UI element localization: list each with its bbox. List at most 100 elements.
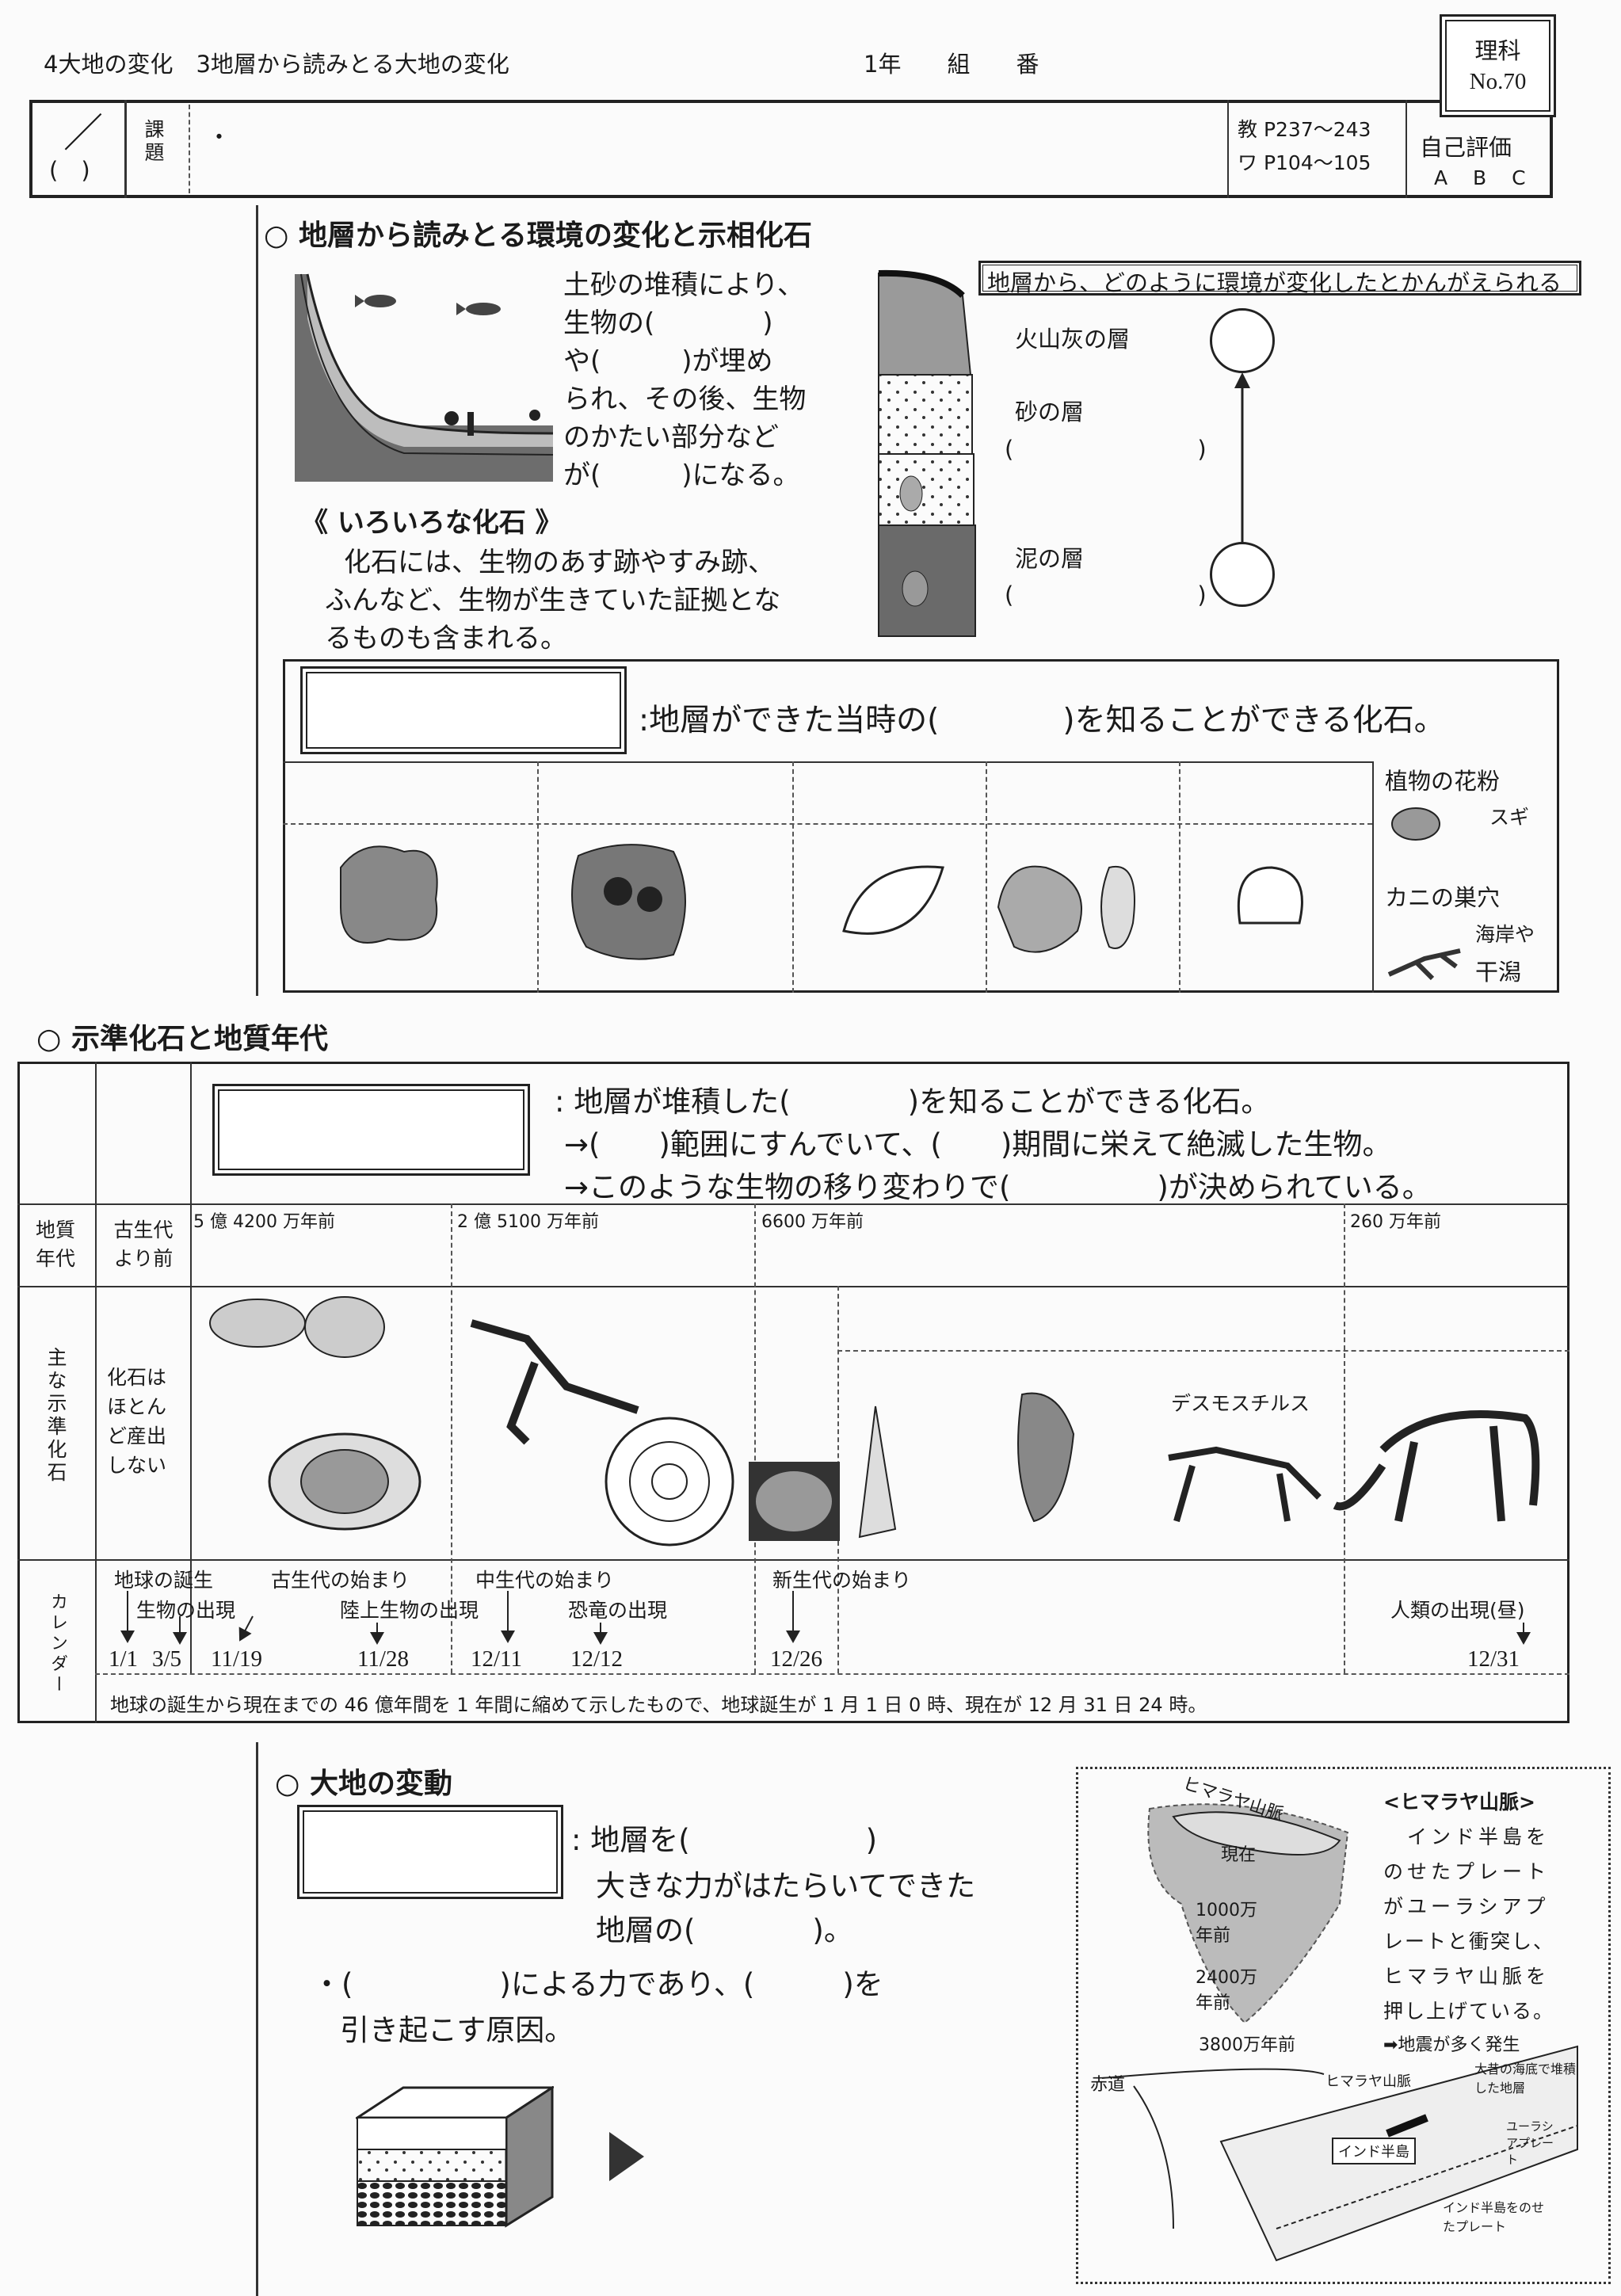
section1-heading: ○ 地層から読みとる環境の変化と示相化石 [264,219,812,252]
env-answer-circle-bottom[interactable] [1210,542,1275,607]
event-mesozoic-start: 中生代の始まり [475,1569,615,1592]
event-cenozoic-start: 新生代の始まり [772,1569,912,1592]
intro-line: られ、その後、生物 [563,383,807,415]
arrow-down-icon [120,1591,135,1643]
himalaya-panel: ヒマラヤ山脈 現在 1000万年前 2400万年前 3800万年前 赤道 ヒマラ… [1076,1767,1611,2284]
calendar-note: 地球の誕生から現在までの 46 億年間を 1 年間に縮めて示したもので、地球誕生… [110,1694,1207,1716]
crab-burrow-place: 海岸や [1475,923,1535,946]
index-fossil-answer-box[interactable] [212,1084,530,1176]
intro-line-blank[interactable]: 生物の( ) [563,307,773,339]
crab-burrow-label: カニの巣穴 [1385,884,1501,911]
oyster-fossil-icon [1100,865,1135,949]
worksheet-number: No.70 [1469,69,1527,94]
index-def-line[interactable]: →( )範囲にすんでいて、( )期間に栄えて絶滅した生物。 [564,1127,1392,1161]
fossil-pictures-row1 [340,844,686,960]
era-row-label: 地質年代 [35,1219,75,1270]
cause-line: 引き起こす原因。 [340,2013,574,2047]
self-eval-label: 自己評価 [1420,134,1512,161]
event-paleozoic-start: 古生代の始まり [271,1569,410,1592]
date-mesozoic: 12/11 [471,1646,522,1672]
fold-def-line[interactable]: : 地層を( ) [571,1823,878,1857]
desmostylus-label: デスモスチルス [1171,1392,1310,1415]
era-start-mesozoic: 2 億 5100 万年前 [457,1212,599,1232]
various-fossils-title: 《 いろいろな化石 》 [301,507,563,539]
mammoth-skeleton-icon [1333,1410,1540,1522]
crab-burrow-icon [1387,948,1461,981]
arrow-down-icon [370,1623,384,1645]
pollen-icon [1391,807,1440,841]
intro-line-blank[interactable]: や( )が埋め [563,345,773,377]
map-label-eurasia-plate: ユーラシアプレート [1506,2119,1554,2167]
workbook-pages: ワ P104～105 [1238,151,1371,174]
himalaya-title: <ヒマラヤ山脈> [1383,1791,1535,1814]
section2-heading: ○ 示準化石と地質年代 [36,1023,328,1055]
map-label-24my: 2400万年前 [1196,1968,1257,2013]
himalaya-line: のせたプレート [1383,1860,1550,1883]
env-change-box: 地層から、どのように環境が変化したとかんがえられる [978,261,1581,296]
pollen-label: 植物の花粉 [1385,768,1501,795]
himalaya-line: がユーラシアプ [1383,1895,1550,1918]
flat-strata-block-icon [356,2086,554,2228]
pollen-example: スギ [1489,806,1530,829]
arrow-down-icon [1516,1623,1531,1645]
fold-def-line[interactable]: 地層の( )。 [596,1913,853,1947]
env-change-title: 地層から、どのように環境が変化したとかんがえられる [987,269,1562,296]
date-cenozoic: 12/26 [770,1646,823,1672]
desmostylus-skeleton-icon [1168,1446,1322,1523]
cause-line[interactable]: ・( )による力であり、( )を [312,1967,883,2001]
date-dinosaurs: 12/12 [570,1646,624,1672]
himalaya-line: ヒマラヤ山脈を [1383,1965,1550,1988]
pre-paleozoic-label: 古生代より前 [113,1219,174,1270]
date-humans: 12/31 [1467,1646,1520,1672]
leaf-rock-fossil-icon [1017,1392,1075,1523]
coral-fossil-icon [340,845,438,944]
index-fossil-table [17,1062,1570,1723]
map-label-india-plate: インド半島をのせたプレート [1443,2200,1545,2234]
clam-rock-fossil-icon [571,844,686,960]
unit-title: 4大地の変化 3地層から読みとる大地の変化 [44,51,509,78]
section3-heading: ○ 大地の変動 [275,1768,452,1800]
no-fossils-note: 化石はほとんど産出しない [107,1366,167,1477]
env-answer-circle-top[interactable] [1210,308,1275,373]
date-land-life: 11/28 [357,1646,409,1672]
layer-sand-label: 砂の層 [1015,399,1085,425]
map-label-india: インド半島 [1332,2138,1416,2164]
himalaya-line: インド半島を [1383,1825,1550,1848]
index-fossil-row-label: 主な示準化石 [44,1347,67,1485]
fold-answer-box[interactable] [297,1805,563,1899]
era-start-quaternary: 260 万年前 [1350,1212,1441,1232]
calendar-row-label: カレンダー [48,1592,67,1695]
leaf-fossil-icon [842,865,944,935]
kadai-input[interactable]: ・ [208,124,231,151]
various-line: ふんなど、生物が生きていた証拠とな [325,585,781,616]
intro-line-blank[interactable]: が( )になる。 [563,460,800,491]
arrow-down-icon [173,1616,187,1645]
index-def-line[interactable]: : 地層が堆積した( )を知ることができる化石。 [555,1085,1271,1119]
triangle-right-icon [609,2132,644,2181]
subject-number-box: 理科 No.70 [1440,14,1556,117]
facies-fossil-definition: :地層ができた当時の( )を知ることができる化石。 [639,703,1445,738]
layer-sand-blank[interactable]: ( ) [1005,436,1207,463]
arrow-up-icon [1234,372,1250,543]
fusulina-fossil-icon [209,1299,306,1348]
self-eval-options[interactable]: A B C [1434,166,1535,189]
subject-label: 理科 [1474,37,1521,64]
facies-fossil-answer-box[interactable] [300,666,627,754]
intro-line: 土砂の堆積により、 [563,269,804,301]
intro-line: のかたい部分など [563,421,779,453]
event-earth-birth: 地球の誕生 [114,1569,214,1592]
layer-ash-label: 火山灰の層 [1015,326,1131,353]
map-label-equator: 赤道 [1090,2075,1126,2095]
himalaya-line: レートと衝突し、 [1383,1930,1555,1953]
index-def-line[interactable]: →このような生物の移り変わりで( )が決められている。 [564,1170,1432,1204]
various-line: るものも含まれる。 [325,623,567,654]
date-paren: ( ) [49,157,90,184]
fold-def-line: 大きな力がはたらいてできた [596,1869,976,1903]
date-earth-birth: 1/1 [109,1646,139,1672]
map-label-now: 現在 [1221,1845,1257,1865]
arrow-down-icon [593,1623,608,1645]
event-humans: 人類の出現(昼) [1390,1599,1525,1622]
various-line: 化石には、生物のあす跡やすみ跡、 [317,547,775,578]
himalaya-line: 押し上げている。 [1383,2000,1555,2023]
layer-mud-blank[interactable]: ( ) [1005,582,1207,608]
